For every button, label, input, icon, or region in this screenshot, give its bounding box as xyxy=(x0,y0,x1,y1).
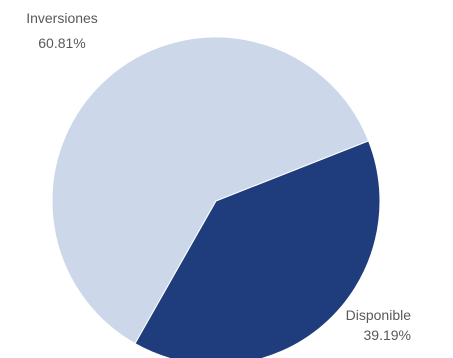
slice-label-disponible-percent: 39.19% xyxy=(364,327,411,343)
slice-label-disponible-name: Disponible xyxy=(346,307,412,323)
pie-slices xyxy=(51,36,381,358)
slice-label-inversiones-name: Inversiones xyxy=(26,10,98,26)
slice-label-inversiones-percent: 60.81% xyxy=(38,35,85,51)
pie-slice-disponible xyxy=(134,140,381,358)
pie-labels: Inversiones 60.81% Disponible 39.19% xyxy=(26,10,411,343)
pie-slice-inversiones xyxy=(51,36,370,345)
